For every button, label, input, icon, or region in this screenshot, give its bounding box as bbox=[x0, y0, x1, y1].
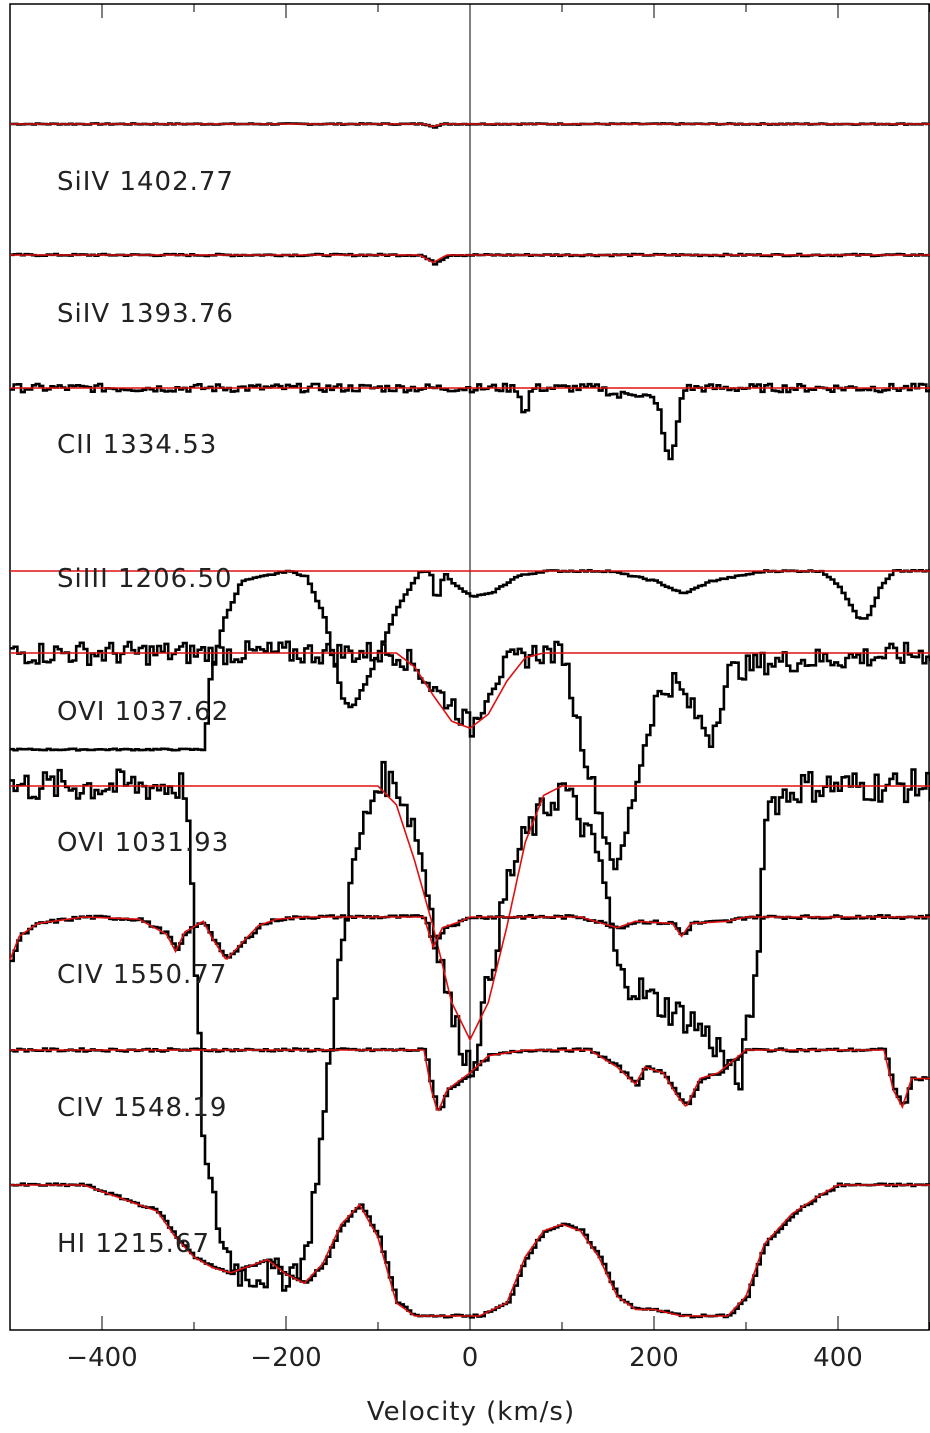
model-fit-7 bbox=[10, 1049, 930, 1112]
x-tick-label: 400 bbox=[813, 1343, 863, 1373]
model-fit-4 bbox=[10, 652, 930, 730]
model-fit-0 bbox=[10, 123, 930, 128]
panel-label-5: OVI 1031.93 bbox=[57, 828, 229, 858]
panel-6 bbox=[9, 914, 930, 963]
panel-4 bbox=[10, 640, 930, 871]
panel-7 bbox=[10, 1047, 930, 1112]
x-tick-label: 200 bbox=[629, 1343, 679, 1373]
panel-label-8: HI 1215.67 bbox=[57, 1229, 210, 1259]
model-fit-6 bbox=[9, 916, 930, 961]
panel-3 bbox=[10, 569, 930, 752]
model-fit-1 bbox=[10, 254, 930, 264]
panel-label-3: SiIII 1206.50 bbox=[57, 564, 233, 594]
series-group bbox=[9, 122, 930, 1319]
x-axis-ticks: −400 −200 0 200 400 bbox=[9, 4, 930, 1373]
panel-labels: SiIV 1402.77 SiIV 1393.76 CII 1334.53 SiIII… bbox=[57, 167, 234, 1259]
x-axis-label: Velocity (km/s) bbox=[367, 1397, 575, 1427]
panel-label-4: OVI 1037.62 bbox=[57, 697, 229, 727]
panel-1 bbox=[10, 252, 930, 266]
x-tick-label: −200 bbox=[250, 1343, 321, 1373]
panel-label-1: SiIV 1393.76 bbox=[57, 299, 234, 329]
panel-label-6: CIV 1550.77 bbox=[57, 960, 227, 990]
panel-label-7: CIV 1548.19 bbox=[57, 1093, 227, 1123]
data-spectrum-2 bbox=[10, 382, 930, 461]
panel-label-0: SiIV 1402.77 bbox=[57, 167, 234, 197]
panel-2 bbox=[10, 382, 930, 461]
panel-label-2: CII 1334.53 bbox=[57, 430, 217, 460]
data-spectrum-4 bbox=[10, 640, 930, 871]
model-fit-5 bbox=[10, 785, 930, 1042]
x-tick-label: 0 bbox=[462, 1343, 479, 1373]
panel-0 bbox=[10, 122, 930, 129]
x-tick-label: −400 bbox=[66, 1343, 137, 1373]
